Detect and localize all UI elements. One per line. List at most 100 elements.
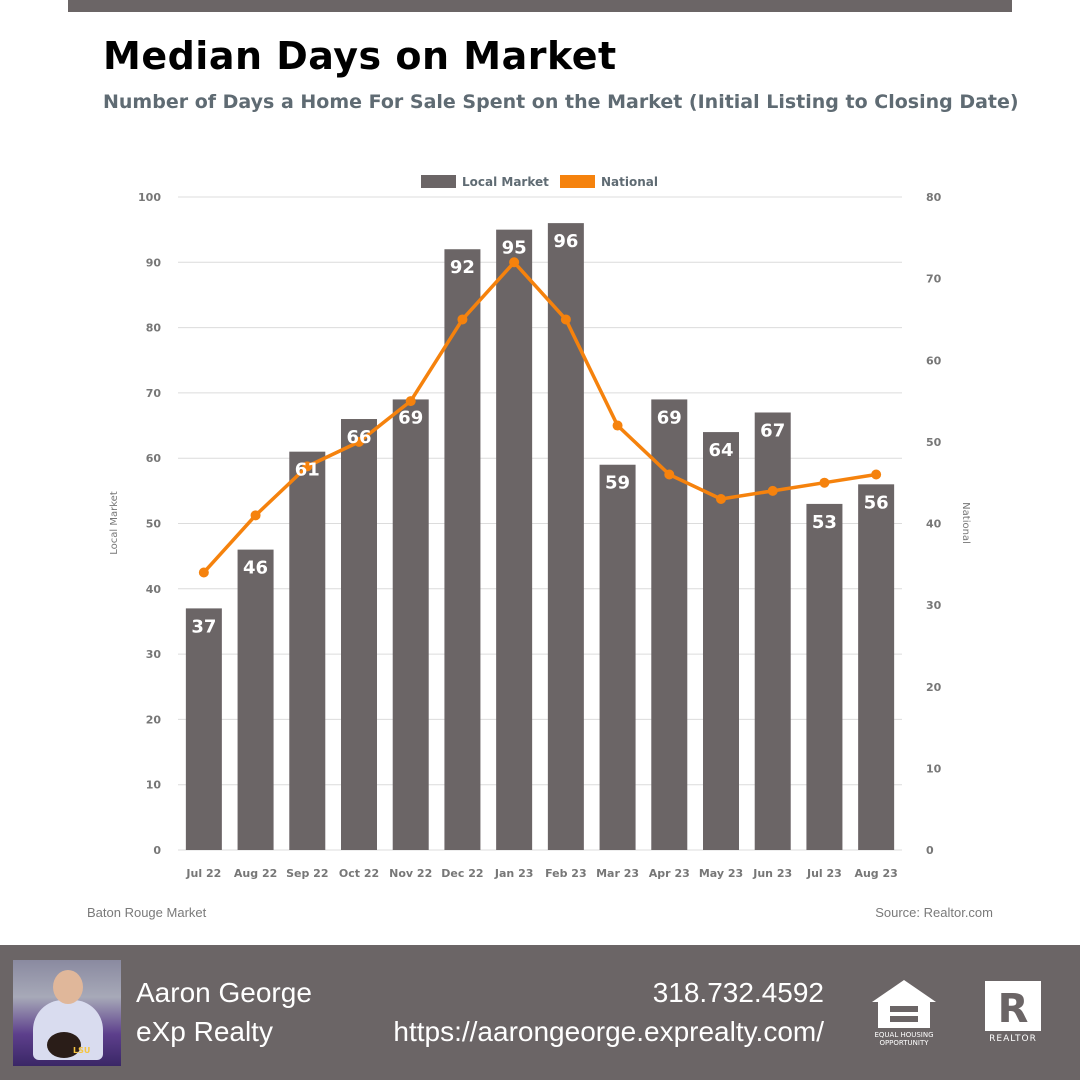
x-tick-label: Dec 22 [441,867,483,880]
y-right-tick-label: 70 [926,273,942,286]
y-left-tick-label: 30 [146,648,162,661]
x-tick-label: May 23 [699,867,743,880]
x-tick-label: Feb 23 [545,867,587,880]
agent-photo: LSU [13,960,121,1066]
point-national [457,314,468,325]
point-national [509,257,520,268]
x-tick-label: Apr 23 [649,867,690,880]
y-axis-right-title: National [960,502,971,544]
y-right-tick-label: 60 [926,354,942,367]
y-right-tick-label: 40 [926,518,942,531]
legend-label-local: Local Market [462,175,549,189]
y-right-tick-label: 30 [926,599,942,612]
y-left-tick-label: 60 [146,452,162,465]
point-national [819,477,830,488]
y-left-tick-label: 40 [146,583,162,596]
point-national [664,469,675,480]
y-right-tick-label: 0 [926,844,934,857]
bar-value-label: 59 [605,473,630,494]
y-right-tick-label: 20 [926,681,942,694]
x-tick-label: Jul 23 [806,867,842,880]
bar-local-market [237,549,274,850]
point-national [405,396,416,407]
bar-local-market [289,451,326,850]
bar-local-market [806,503,843,850]
svg-text:OPPORTUNITY: OPPORTUNITY [879,1039,929,1047]
x-tick-label: Sep 22 [286,867,328,880]
x-tick-label: Oct 22 [339,867,379,880]
agent-name: Aaron George [136,977,312,1008]
x-tick-label: Jan 23 [494,867,533,880]
y-right-tick-label: 10 [926,762,942,775]
equal-housing-icon: EQUAL HOUSING OPPORTUNITY [872,980,936,1047]
bar-value-label: 69 [398,407,423,428]
point-national [250,510,261,521]
point-national [198,567,209,578]
legend: Local Market National [421,175,658,189]
y-right-tick-label: 50 [926,436,942,449]
line-national [202,260,877,574]
x-tick-label: Jul 22 [185,867,221,880]
point-national [612,420,623,431]
agent-phone[interactable]: 318.732.4592 [652,977,824,1008]
bars [185,223,895,851]
svg-text:R: R [998,986,1029,1032]
bar-value-label: 92 [450,257,475,278]
svg-text:REALTOR: REALTOR [989,1034,1037,1044]
bar-local-market [754,412,791,850]
point-national [560,314,571,325]
bar-value-label: 69 [657,407,682,428]
bar-value-label: 67 [760,420,785,441]
x-tick-label: Aug 22 [234,867,277,880]
svg-text:EQUAL HOUSING: EQUAL HOUSING [874,1031,933,1039]
x-tick-label: Aug 23 [854,867,897,880]
point-national [354,436,364,447]
y-axis-left-title: Local Market [109,491,120,555]
y-left-tick-label: 50 [146,518,162,531]
y-left-tick-label: 10 [146,779,162,792]
bar-value-label: 61 [295,460,320,481]
legend-swatch-national [560,175,595,188]
x-tick-label: Jun 23 [752,867,792,880]
y-left-tick-label: 100 [138,191,161,204]
bar-local-market [858,484,895,850]
y-left-tick-label: 20 [146,713,162,726]
photo-tag: LSU [73,1046,91,1055]
y-right-tick-label: 80 [926,191,942,204]
national-line: 37 46 61 66 69 92 95 96 59 69 64 67 53 56 [191,231,888,637]
bar-local-market [444,249,481,851]
y-axis-left: 0 10 20 30 40 50 60 70 80 90 100 [138,191,161,857]
bar-value-label: 64 [708,440,733,461]
bar-value-label: 56 [864,492,889,513]
realtor-icon: R REALTOR [985,981,1041,1044]
bar-value-label: 95 [502,238,527,259]
bar-value-label: 96 [553,231,578,252]
bar-local-market [392,399,429,850]
point-national [767,485,778,496]
bar-value-label: 66 [346,427,371,448]
source-label: Source: Realtor.com [875,905,993,920]
x-axis: Jul 22 Aug 22 Sep 22 Oct 22 Nov 22 Dec 22 Jan … [185,867,897,880]
x-tick-label: Nov 22 [389,867,432,880]
bar-local-market [496,229,533,850]
market-label: Baton Rouge Market [87,905,207,920]
y-axis-right: 0 10 20 30 40 50 60 70 80 [926,191,942,857]
bar-local-market [341,419,377,850]
gridlines [178,196,902,851]
agent-website-link[interactable]: https://aarongeorge.exprealty.com/ [393,1016,824,1047]
bar-value-label: 46 [243,558,268,579]
bar-local-market [547,223,584,850]
legend-label-national: National [601,175,658,189]
point-national [716,494,726,505]
point-national [871,469,882,480]
x-tick-label: Mar 23 [596,867,639,880]
bar-value-label: 37 [191,616,216,637]
y-left-tick-label: 90 [146,256,162,269]
chart-title: Median Days on Market [103,34,617,78]
top-accent-bar [68,0,1012,12]
bar-value-label: 53 [812,512,837,533]
legend-swatch-local [421,175,456,188]
median-days-chart: Local Market National 0 10 20 30 40 50 60 70 80 9… [109,175,971,880]
y-left-tick-label: 70 [146,387,162,400]
bar-local-market [651,399,688,850]
